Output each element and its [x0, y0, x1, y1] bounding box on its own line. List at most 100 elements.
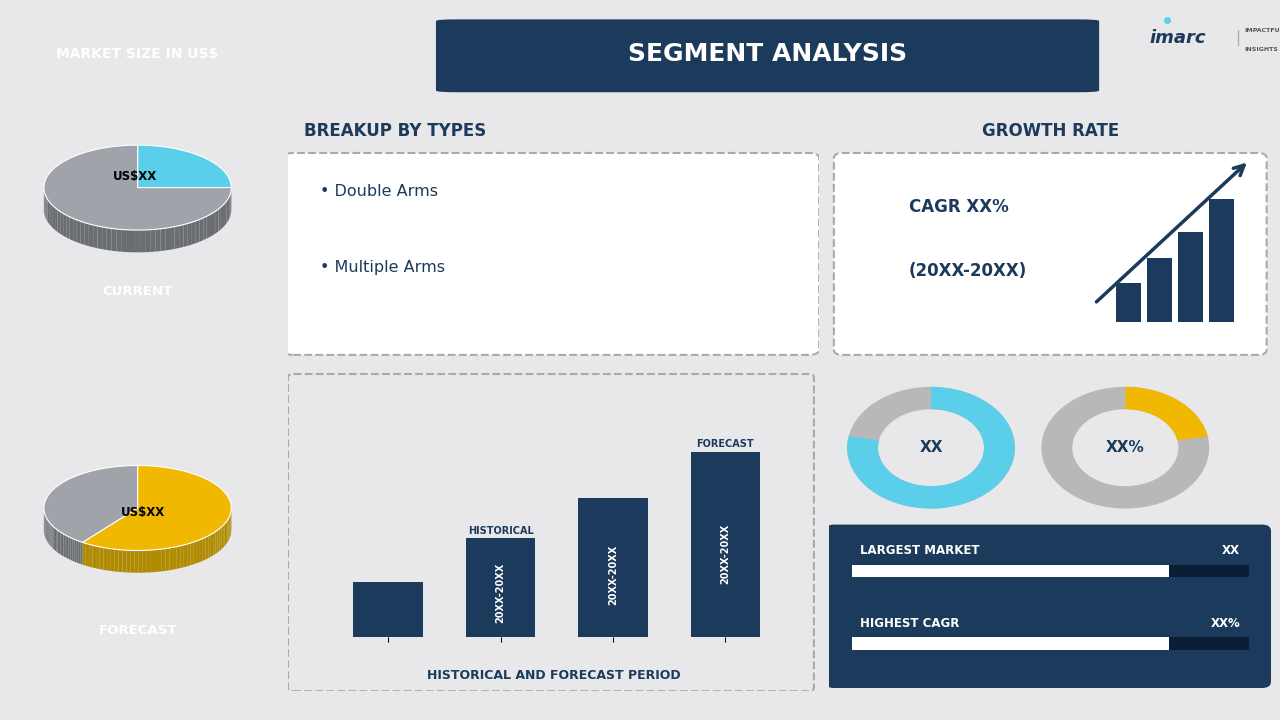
Polygon shape [49, 202, 51, 226]
Polygon shape [82, 542, 86, 566]
Polygon shape [216, 209, 219, 233]
Bar [1179, 232, 1203, 322]
Text: INSIGHTS: INSIGHTS [1245, 47, 1279, 52]
Text: FORECAST: FORECAST [99, 624, 177, 636]
Text: CURRENT: CURRENT [102, 285, 173, 298]
Polygon shape [136, 230, 141, 252]
Bar [1170, 637, 1249, 649]
Text: LARGEST MARKET: LARGEST MARKET [860, 544, 980, 557]
Polygon shape [122, 230, 125, 252]
Polygon shape [191, 542, 193, 565]
Polygon shape [59, 531, 60, 554]
Text: BREAKUP BY TYPES: BREAKUP BY TYPES [303, 122, 486, 140]
Polygon shape [55, 208, 58, 232]
Polygon shape [102, 227, 106, 250]
Polygon shape [169, 547, 173, 570]
Polygon shape [81, 541, 82, 564]
Bar [851, 637, 1170, 649]
Polygon shape [125, 230, 131, 252]
Text: GROWTH RATE: GROWTH RATE [982, 122, 1119, 140]
Polygon shape [150, 550, 154, 572]
Text: US$XX: US$XX [113, 170, 156, 183]
Text: |: | [1235, 30, 1240, 45]
Polygon shape [106, 228, 111, 251]
Polygon shape [225, 522, 227, 546]
Polygon shape [211, 533, 214, 557]
Polygon shape [92, 545, 96, 568]
Polygon shape [51, 204, 52, 228]
Polygon shape [207, 215, 210, 238]
Polygon shape [93, 225, 97, 248]
Polygon shape [63, 213, 67, 238]
Polygon shape [142, 550, 146, 572]
Polygon shape [184, 544, 187, 567]
Polygon shape [196, 220, 200, 243]
Polygon shape [84, 222, 88, 246]
Polygon shape [61, 533, 64, 557]
Bar [1210, 199, 1234, 322]
Polygon shape [127, 550, 131, 572]
Polygon shape [192, 221, 196, 245]
Polygon shape [202, 537, 206, 561]
Polygon shape [223, 203, 225, 228]
Polygon shape [165, 228, 170, 251]
Polygon shape [161, 549, 165, 571]
Polygon shape [146, 550, 150, 572]
Polygon shape [223, 523, 225, 548]
Polygon shape [206, 536, 209, 559]
Bar [1147, 258, 1171, 322]
Polygon shape [44, 145, 232, 230]
Bar [579, 498, 648, 637]
Polygon shape [170, 227, 174, 250]
Polygon shape [77, 220, 81, 243]
Polygon shape [58, 210, 60, 234]
Polygon shape [77, 540, 78, 563]
Polygon shape [123, 550, 127, 572]
Polygon shape [90, 544, 92, 567]
Text: 20XX-20XX: 20XX-20XX [721, 523, 731, 584]
Polygon shape [221, 526, 223, 549]
Polygon shape [65, 535, 67, 558]
Polygon shape [134, 551, 138, 572]
Wedge shape [847, 387, 1015, 508]
Polygon shape [197, 540, 200, 563]
Bar [851, 565, 1170, 577]
Polygon shape [204, 216, 207, 240]
Polygon shape [86, 544, 90, 567]
Text: (20XX-20XX): (20XX-20XX) [909, 261, 1027, 279]
Text: imarc: imarc [1149, 29, 1206, 47]
Wedge shape [847, 387, 1015, 508]
Text: 20XX-20XX: 20XX-20XX [495, 562, 506, 623]
Polygon shape [221, 205, 223, 230]
Text: HIGHEST CAGR: HIGHEST CAGR [860, 618, 960, 631]
Polygon shape [60, 532, 61, 555]
Polygon shape [218, 528, 220, 552]
Polygon shape [151, 229, 156, 252]
FancyBboxPatch shape [826, 525, 1271, 688]
Polygon shape [67, 215, 69, 239]
Polygon shape [96, 546, 100, 569]
Polygon shape [210, 213, 212, 237]
Text: • Multiple Arms: • Multiple Arms [320, 261, 445, 276]
Polygon shape [108, 548, 111, 571]
Polygon shape [64, 534, 65, 557]
Polygon shape [138, 550, 142, 572]
Polygon shape [52, 206, 55, 230]
Polygon shape [200, 539, 202, 562]
FancyBboxPatch shape [288, 374, 814, 691]
Text: US$XX: US$XX [122, 506, 165, 519]
Polygon shape [131, 230, 136, 252]
Text: FORECAST: FORECAST [696, 439, 754, 449]
Polygon shape [177, 546, 180, 569]
Polygon shape [111, 228, 116, 251]
Polygon shape [78, 541, 81, 564]
Polygon shape [69, 537, 70, 560]
Text: CAGR XX%: CAGR XX% [909, 197, 1009, 216]
Polygon shape [67, 536, 69, 559]
Polygon shape [179, 225, 183, 248]
Polygon shape [81, 221, 84, 245]
Polygon shape [188, 222, 192, 246]
Text: XX%: XX% [1106, 440, 1144, 455]
Polygon shape [82, 466, 232, 551]
Polygon shape [154, 549, 157, 572]
